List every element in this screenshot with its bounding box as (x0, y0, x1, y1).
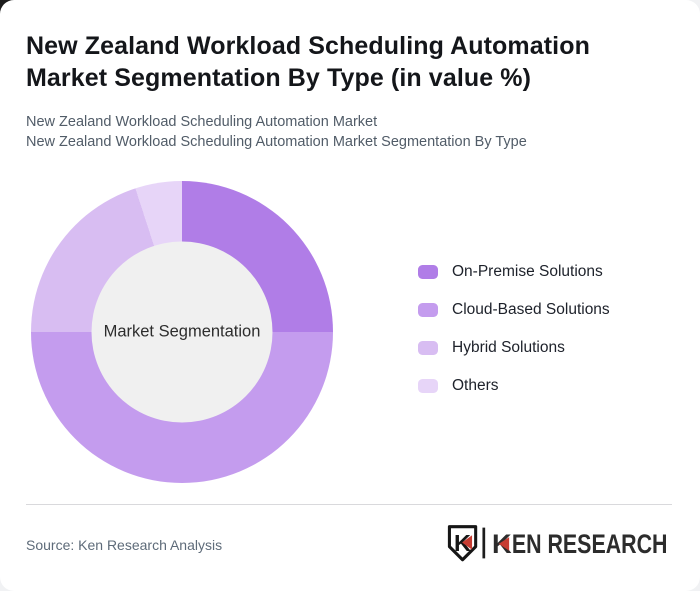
legend-swatch (418, 265, 438, 279)
chart-subtitle: New Zealand Workload Scheduling Automati… (26, 113, 527, 152)
donut-chart: Market Segmentation (31, 181, 333, 483)
footer-divider (26, 504, 672, 505)
legend-label: On-Premise Solutions (452, 263, 603, 280)
shield-letter: K (454, 530, 471, 556)
legend-item: Others (418, 377, 610, 394)
legend-item: Hybrid Solutions (418, 339, 610, 356)
chart-subtitle-line-1: New Zealand Workload Scheduling Automati… (26, 114, 378, 130)
legend-item: Cloud-Based Solutions (418, 301, 610, 318)
logo-separator (482, 527, 486, 559)
page-title-line-2: Market Segmentation By Type (in value %) (26, 64, 532, 92)
legend-label: Cloud-Based Solutions (452, 301, 610, 318)
shield-icon: K (447, 525, 478, 562)
page-title: New Zealand Workload Scheduling Automati… (26, 30, 590, 94)
legend-swatch (418, 341, 438, 355)
legend-label: Others (452, 377, 499, 394)
wordmark-rest: EN RESEARCH (512, 528, 668, 559)
brand-logo: K K EN RESEARCH (447, 525, 668, 562)
donut-center-label: Market Segmentation (103, 322, 261, 341)
chart-subtitle-line-2: New Zealand Workload Scheduling Automati… (26, 133, 527, 150)
legend-item: On-Premise Solutions (418, 263, 610, 280)
legend-swatch (418, 303, 438, 317)
wordmark-accent-triangle-icon (498, 537, 510, 551)
shield-accent-triangle-icon (462, 535, 473, 550)
donut-center: Market Segmentation (91, 241, 273, 423)
source-text: Source: Ken Research Analysis (26, 537, 223, 553)
brand-wordmark: K EN RESEARCH (492, 528, 668, 559)
chart-legend: On-Premise Solutions Cloud-Based Solution… (418, 263, 610, 417)
legend-label: Hybrid Solutions (452, 339, 565, 356)
page-title-line-1: New Zealand Workload Scheduling Automati… (26, 32, 590, 60)
legend-swatch (418, 379, 438, 393)
